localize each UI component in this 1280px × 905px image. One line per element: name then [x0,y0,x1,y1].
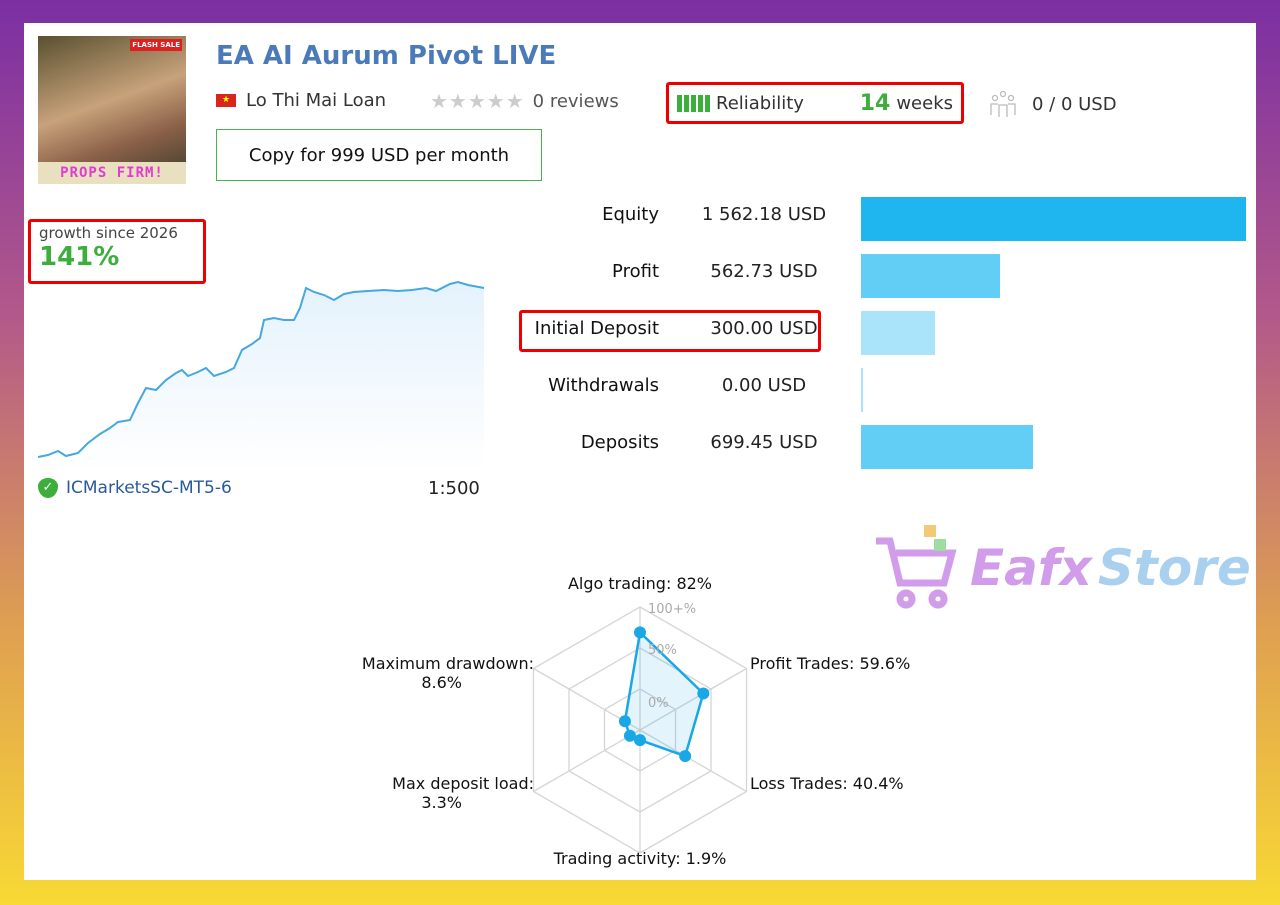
reviews-count[interactable]: 0 reviews [532,90,619,112]
growth-area [38,282,484,473]
radar-label-text: Trading activity: 1.9% [553,849,727,868]
weeks-unit: weeks [896,92,953,114]
radar-point [697,687,710,700]
radar-label: Max deposit load: 3.3% [334,774,534,812]
radar-axis-label: 100+% [648,602,696,617]
signal-avatar: FLASH SALE PROPS FIRM! [38,36,186,184]
verified-shield-icon: ✓ [38,478,58,498]
stat-value-withdrawals: 0.00 USD [721,375,807,396]
broker-link[interactable]: ✓ ICMarketsSC-MT5-6 [38,478,232,498]
stars-icon: ★★★★★ [430,89,525,113]
radar-ring [603,688,677,772]
radar-label-text: Max deposit load: [392,774,534,793]
reliability-label: Reliability [716,92,804,114]
reliability-bars-icon [677,94,710,112]
stat-value-profit: 562.73 USD [710,261,818,282]
stat-bar-deposits[interactable] [861,425,1034,469]
radar-spoke [639,729,747,793]
broker-name[interactable]: ICMarketsSC-MT5-6 [66,478,232,498]
signal-title[interactable]: EA AI Aurum Pivot LIVE [216,41,557,71]
radar-point [679,750,692,763]
radar-label: Loss Trades: 40.4% [750,774,950,793]
radar-label-text: Profit Trades: 59.6% [750,654,911,673]
growth-value: 141% [39,242,120,272]
radar-area [623,629,705,758]
radar-label-value: 3.3% [421,793,462,812]
growth-label: growth since 2026 [39,224,178,242]
stat-label-withdrawals: Withdrawals [548,375,659,396]
growth-chart[interactable] [38,248,488,473]
vietnam-flag-icon: ★ [216,94,236,107]
leverage: 1:500 [428,478,480,499]
stat-value-initial-deposit: 300.00 USD [710,318,818,339]
stat-value-deposits: 699.45 USD [710,432,818,453]
initial-deposit-highlight [519,310,821,352]
radar-label-value: 8.6% [421,673,462,692]
radar-label-text: Maximum drawdown: [361,654,534,673]
radar-point [634,626,646,639]
author[interactable]: ★ Lo Thi Mai Loan [216,90,386,111]
subscribers-value: 0 / 0 USD [1032,93,1117,115]
stat-label-profit: Profit [612,261,659,282]
stat-value-equity: 1 562.18 USD [701,204,827,225]
radar-point [618,715,631,728]
radar-axis-label: 50% [648,643,677,658]
stat-label-equity: Equity [602,204,659,225]
radar-spoke [533,667,641,731]
stat-label-initial-deposit: Initial Deposit [534,318,659,339]
stat-bar-withdrawals[interactable] [861,368,863,412]
radar-label: Profit Trades: 59.6% [750,654,950,673]
weeks-value: 14 [859,90,891,116]
radar-label: Trading activity: 1.9% [540,849,740,868]
radar-point [634,734,646,747]
radar-label: Maximum drawdown: 8.6% [314,654,534,692]
rating: ★★★★★ 0 reviews [430,89,619,113]
subscribers: 0 / 0 USD [988,89,1117,119]
author-name[interactable]: Lo Thi Mai Loan [246,90,387,111]
growth-box: growth since 2026 141% [28,219,206,284]
radar-label-text: Loss Trades: 40.4% [750,774,904,793]
stat-bar-equity[interactable] [861,197,1246,241]
watermark-logo: Eafx Store [874,523,1251,613]
radar-spoke [533,729,641,793]
cart-icon [876,525,957,609]
watermark-text-1: Eafx [970,539,1092,597]
stat-label-deposits: Deposits [580,432,659,453]
avatar-caption: PROPS FIRM! [38,162,186,184]
growth-line [38,280,485,458]
radar-spoke [639,667,747,731]
copy-button[interactable]: Copy for 999 USD per month [216,129,542,181]
radar-label-text: Algo trading: 82% [567,574,712,593]
flash-sale-badge: FLASH SALE [130,39,182,51]
radar-ring [532,606,748,854]
stat-bar-profit[interactable] [861,254,1000,298]
radar-axis-label: 0% [648,696,669,711]
radar-ring [568,647,712,813]
signal-card: FLASH SALE PROPS FIRM! EA AI Aurum Pivot… [24,23,1256,880]
watermark-text-2: Store [1097,539,1251,597]
reliability-box: Reliability 14 weeks [666,82,964,124]
radar-label: Algo trading: 82% [565,574,715,593]
subscribers-icon [990,90,1016,117]
stat-bar-initial-deposit[interactable] [861,311,935,355]
radar-point [623,729,636,742]
